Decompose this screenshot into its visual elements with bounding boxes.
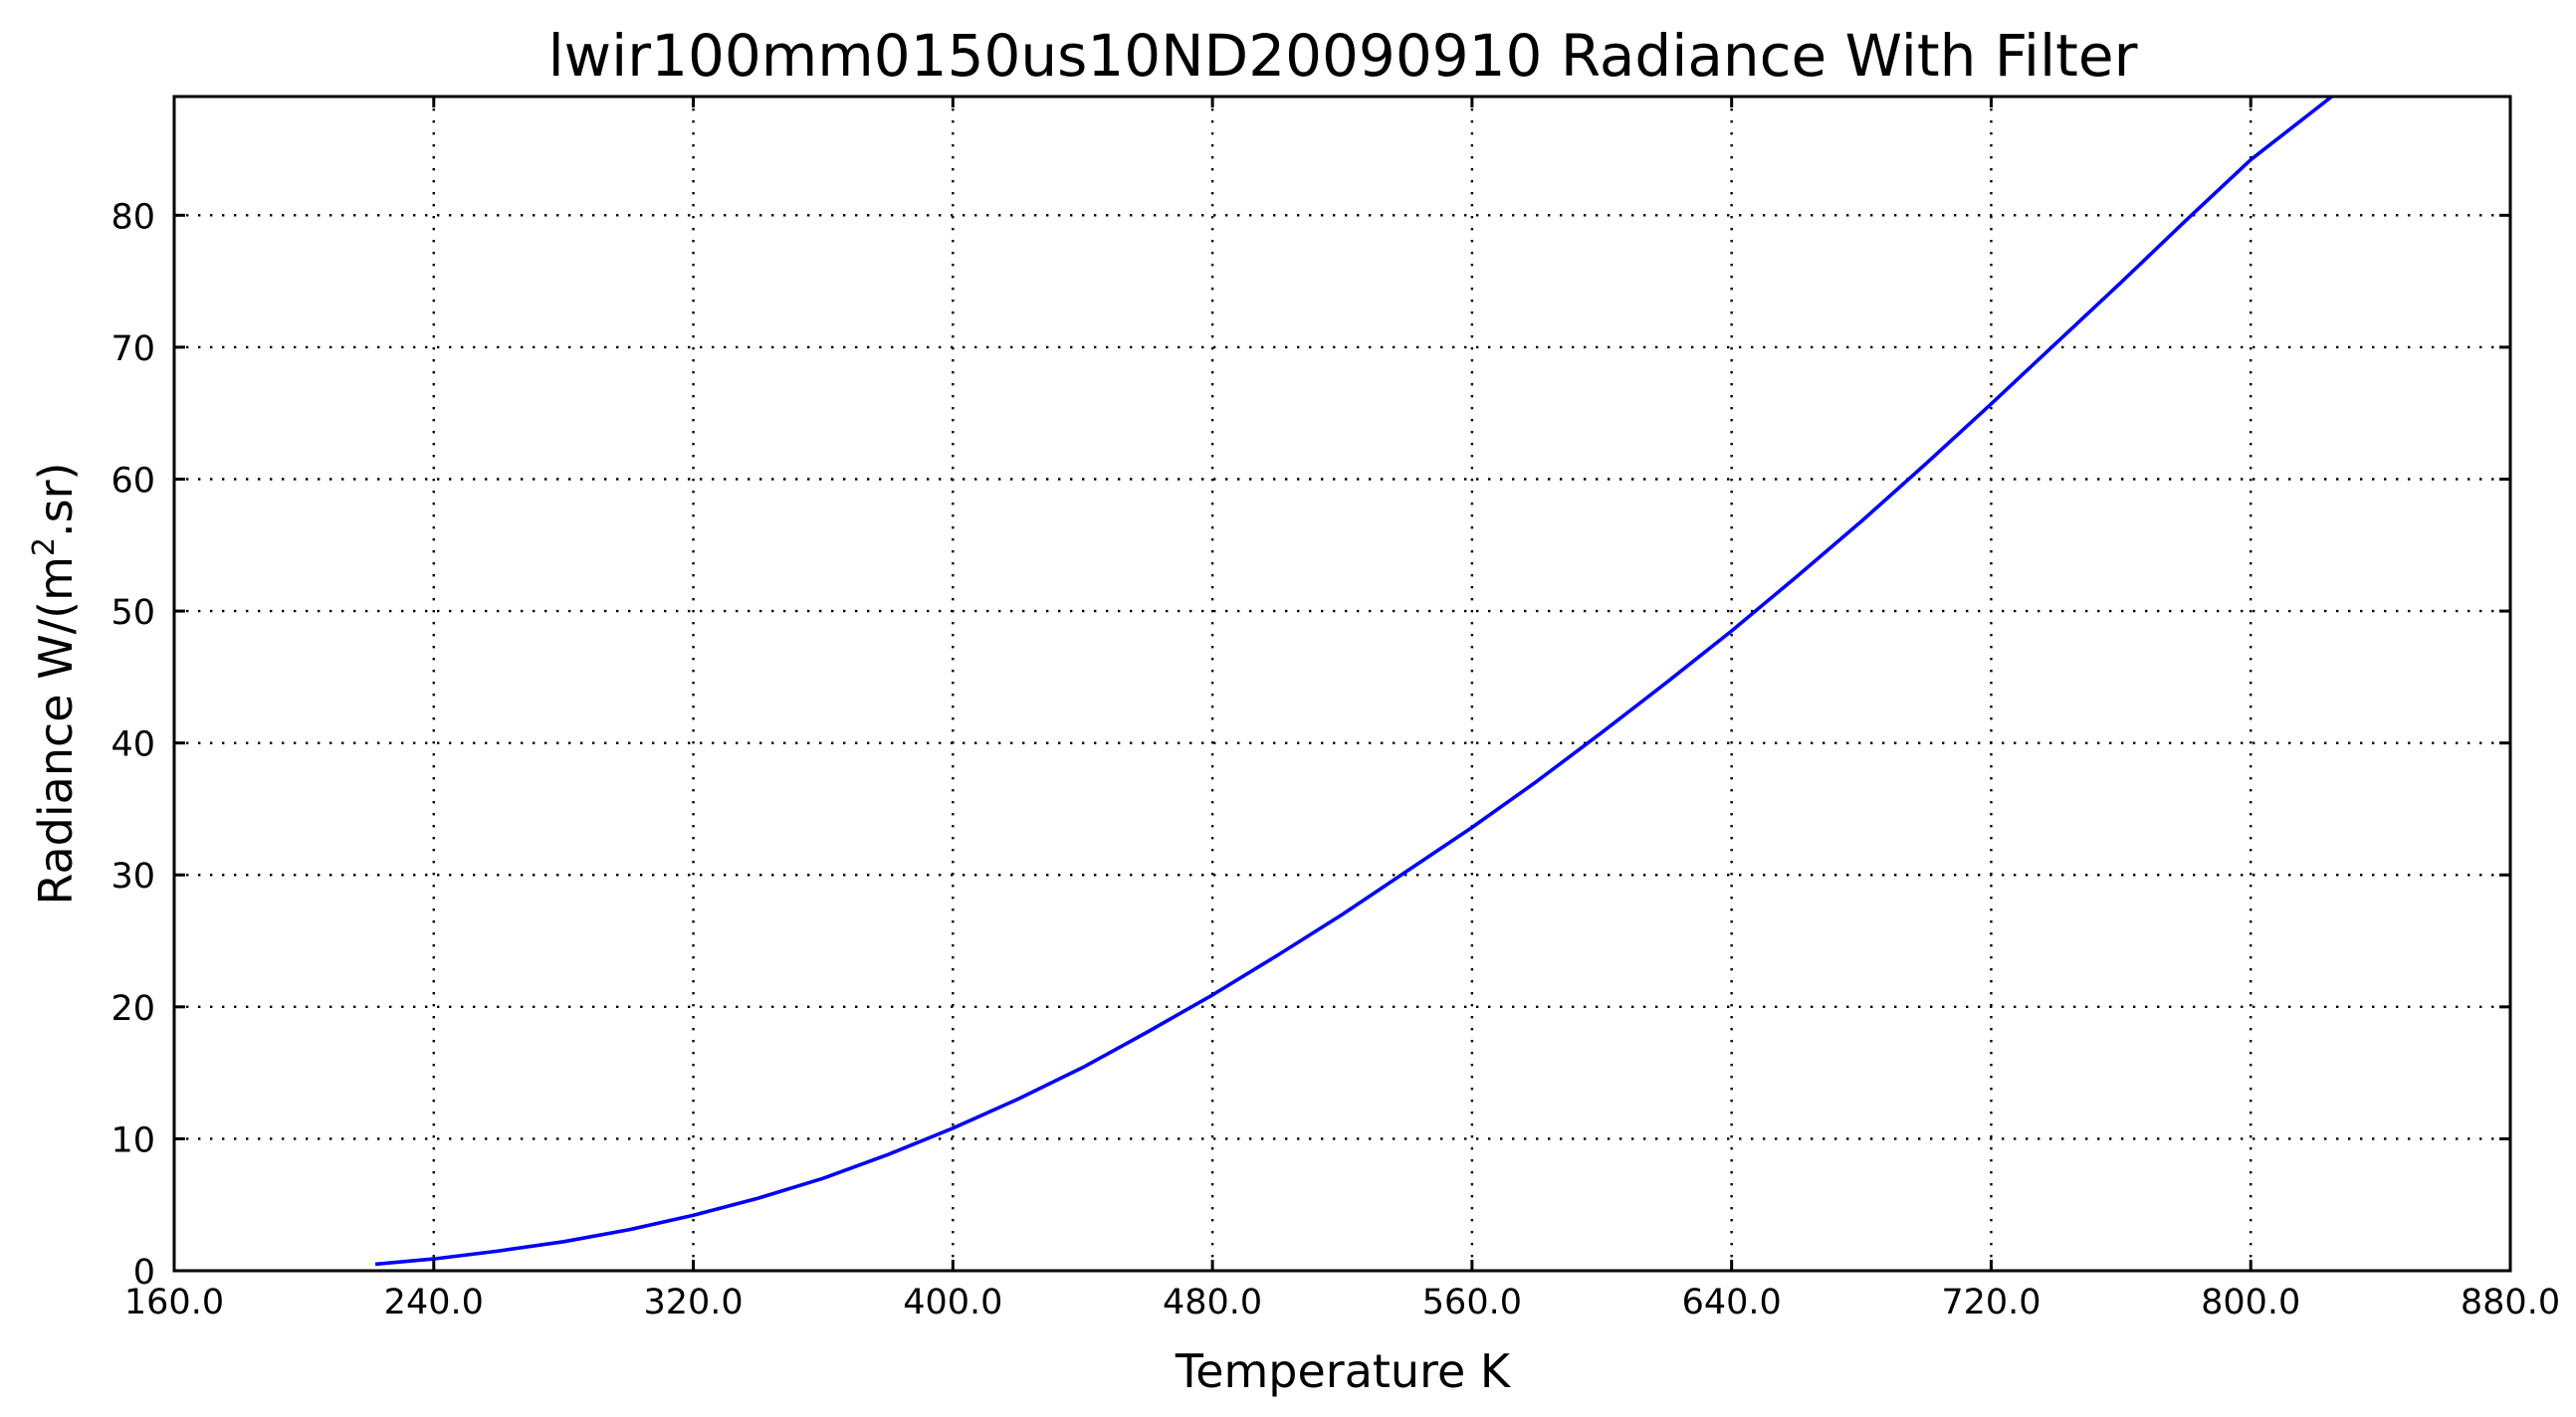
x-tick-label: 880.0 [2461, 1283, 2560, 1322]
chart-title: lwir100mm0150us10ND20090910 Radiance Wit… [548, 22, 2138, 90]
x-tick-label: 320.0 [643, 1283, 743, 1322]
y-tick-label: 60 [110, 461, 155, 501]
y-tick-label: 70 [110, 329, 155, 369]
x-tick-label: 160.0 [124, 1283, 224, 1322]
y-tick-label: 30 [110, 857, 155, 897]
grid-lines [174, 97, 2510, 1271]
x-axis-label: Temperature K [1175, 1344, 1512, 1398]
y-tick-label: 80 [110, 197, 155, 237]
x-tick-label: 560.0 [1422, 1283, 1522, 1322]
y-tick-label: 20 [110, 989, 155, 1029]
y-tick-label: 10 [110, 1120, 155, 1160]
tick-marks [172, 97, 2512, 1273]
y-tick-label: 0 [133, 1253, 155, 1293]
y-tick-labels: 0 10 20 30 40 50 60 70 80 [110, 197, 155, 1293]
y-axis-label-superscript: 2 [27, 537, 62, 556]
y-axis-label-main: Radiance W/(m [29, 556, 83, 905]
x-tick-label: 240.0 [384, 1283, 484, 1322]
x-tick-label: 400.0 [903, 1283, 1002, 1322]
x-tick-label: 640.0 [1682, 1283, 1782, 1322]
x-tick-label: 480.0 [1163, 1283, 1262, 1322]
y-axis-label-tail: .sr) [29, 463, 83, 537]
y-tick-label: 40 [110, 725, 155, 765]
plot-curve-group [374, 95, 2333, 1267]
y-tick-label: 50 [110, 593, 155, 633]
x-tick-label: 800.0 [2201, 1283, 2300, 1322]
y-axis-label: Radiance W/(m2.sr) [27, 463, 83, 906]
plot-frame [172, 95, 2512, 1273]
x-tick-label: 720.0 [1941, 1283, 2040, 1322]
radiance-curve [374, 95, 2333, 1267]
x-tick-labels: 160.0 240.0 320.0 400.0 480.0 560.0 640.0 720.0… [124, 1283, 2560, 1322]
